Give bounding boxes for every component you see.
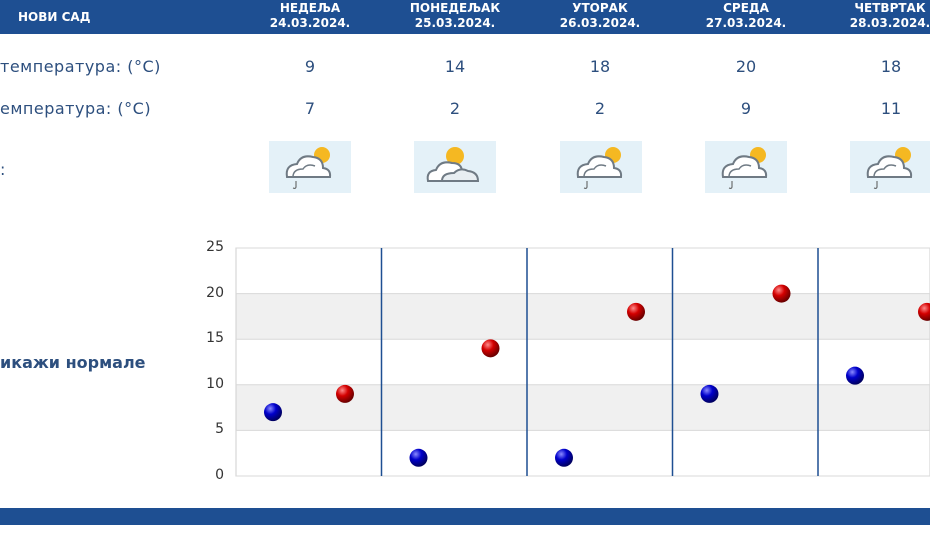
cloud-sun-rain-icon (850, 141, 930, 193)
day-column-2: ПОНЕДЕЉАК 25.03.2024. (385, 1, 525, 31)
cloud-sun-icon (414, 141, 496, 193)
plot-frame (235, 247, 930, 477)
max-temp-point (772, 284, 791, 303)
min-temp-point (409, 448, 428, 467)
day-column-1: НЕДЕЉА 24.03.2024. (240, 1, 380, 31)
min-temp-value: 11 (880, 99, 902, 118)
day-column-4: СРЕДА 27.03.2024. (676, 1, 816, 31)
cloud-sun-rain-icon (269, 141, 351, 193)
day-date: 27.03.2024. (705, 16, 787, 30)
day-name: СРЕДА (723, 1, 769, 15)
min-temp-value: 9 (740, 99, 752, 118)
show-normals-link[interactable]: икажи нормале (0, 353, 146, 372)
day-name: ПОНЕДЕЉАК (409, 1, 501, 15)
min-temp-point (846, 366, 864, 385)
max-temp-point (627, 302, 645, 321)
day-name: УТОРАК (572, 1, 628, 15)
cloud-sun-rain-icon (705, 141, 787, 193)
day-name: ЧЕТВРТАК (854, 1, 926, 15)
max-temp-value: 18 (880, 57, 902, 76)
day-column-3: УТОРАК 26.03.2024. (530, 1, 670, 31)
temperature-chart (235, 247, 930, 477)
min-temp-label: емпература: (°C) (0, 99, 152, 118)
max-temp-point (336, 384, 354, 403)
min-temp-point (555, 448, 573, 467)
y-tick-label: 20 (206, 284, 224, 301)
y-tick-label: 25 (206, 239, 224, 255)
weather-icon-label: : (0, 160, 6, 179)
y-tick-label: 5 (215, 421, 224, 438)
max-temp-value: 14 (444, 57, 466, 76)
max-temp-value: 20 (735, 57, 757, 76)
y-tick-label: 0 (215, 467, 224, 483)
min-temp-point (264, 403, 282, 422)
forecast-header: НОВИ САД НЕДЕЉА 24.03.2024. ПОНЕДЕЉАК 25… (0, 0, 930, 34)
y-tick-label: 15 (206, 330, 224, 347)
day-date: 25.03.2024. (414, 16, 496, 30)
max-temp-point (481, 339, 500, 358)
day-name: НЕДЕЉА (279, 1, 341, 15)
day-date: 24.03.2024. (269, 16, 351, 30)
max-temp-value: 9 (304, 57, 316, 76)
max-temp-label: температура: (°C) (0, 57, 161, 76)
min-temp-value: 7 (304, 99, 316, 118)
max-temp-point (918, 302, 930, 321)
y-tick-label: 10 (206, 375, 224, 392)
grid-band (236, 293, 930, 340)
last-updated-text: а ажурирана: 23.03. 11:48. (7, 526, 186, 540)
max-temp-value: 18 (589, 57, 611, 76)
min-temp-point (700, 384, 719, 403)
min-temp-value: 2 (449, 99, 461, 118)
city-name: НОВИ САД (18, 10, 91, 24)
day-column-5: ЧЕТВРТАК 28.03.2024. (820, 1, 930, 31)
min-temp-value: 2 (594, 99, 606, 118)
day-date: 28.03.2024. (849, 16, 930, 30)
day-date: 26.03.2024. (559, 16, 641, 30)
cloud-sun-rain-icon (560, 141, 642, 193)
last-updated-bar: а ажурирана: 23.03. 11:48. (0, 508, 930, 540)
